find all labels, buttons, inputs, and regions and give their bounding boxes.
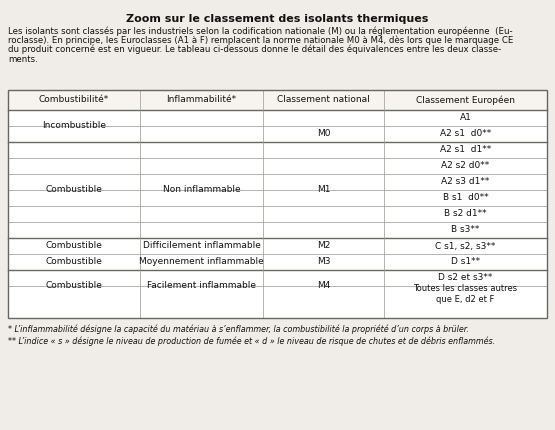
Text: Les isolants sont classés par les industriels selon la codification nationale (M: Les isolants sont classés par les indust… bbox=[8, 26, 513, 36]
Bar bbox=[8, 90, 547, 110]
Text: Inflammabilité*: Inflammabilité* bbox=[166, 95, 236, 104]
Text: Non inflammable: Non inflammable bbox=[163, 185, 240, 194]
Text: Difficilement inflammable: Difficilement inflammable bbox=[143, 242, 260, 251]
Bar bbox=[8, 90, 547, 318]
Text: B s3**: B s3** bbox=[451, 225, 480, 234]
Text: A1: A1 bbox=[460, 114, 471, 123]
Text: D s1**: D s1** bbox=[451, 258, 480, 267]
Text: ments.: ments. bbox=[8, 55, 38, 64]
Text: roclasse). En principe, les Euroclasses (A1 à F) remplacent la norme nationale M: roclasse). En principe, les Euroclasses … bbox=[8, 36, 513, 45]
Text: M1: M1 bbox=[317, 185, 330, 194]
Text: Combustibilité*: Combustibilité* bbox=[39, 95, 109, 104]
Text: Zoom sur le classement des isolants thermiques: Zoom sur le classement des isolants ther… bbox=[126, 14, 428, 24]
Text: Classement national: Classement national bbox=[277, 95, 370, 104]
Text: M4: M4 bbox=[317, 282, 330, 291]
Text: M2: M2 bbox=[317, 242, 330, 251]
Text: Combustible: Combustible bbox=[46, 185, 103, 194]
Text: M0: M0 bbox=[317, 129, 330, 138]
Text: D s2 et s3**: D s2 et s3** bbox=[438, 273, 493, 283]
Text: ** L’indice « s » désigne le niveau de production de fumée et « d » le niveau de: ** L’indice « s » désigne le niveau de p… bbox=[8, 336, 495, 345]
Text: A2 s3 d1**: A2 s3 d1** bbox=[441, 178, 490, 187]
Text: M3: M3 bbox=[317, 258, 330, 267]
Text: Incombustible: Incombustible bbox=[42, 122, 106, 130]
Text: Combustible: Combustible bbox=[46, 282, 103, 291]
Text: Combustible: Combustible bbox=[46, 258, 103, 267]
Text: C s1, s2, s3**: C s1, s2, s3** bbox=[435, 242, 496, 251]
Text: Facilement inflammable: Facilement inflammable bbox=[147, 282, 256, 291]
Text: B s2 d1**: B s2 d1** bbox=[444, 209, 487, 218]
Text: Toutes les classes autres
que E, d2 et F: Toutes les classes autres que E, d2 et F bbox=[413, 284, 518, 304]
Text: Moyennement inflammable: Moyennement inflammable bbox=[139, 258, 264, 267]
Text: du produit concerné est en vigueur. Le tableau ci-dessous donne le détail des éq: du produit concerné est en vigueur. Le t… bbox=[8, 45, 501, 55]
Text: Combustible: Combustible bbox=[46, 242, 103, 251]
Text: Classement Européen: Classement Européen bbox=[416, 95, 515, 105]
Text: * L’inflammabilité désigne la capacité du matériau à s’enflammer, la combustibil: * L’inflammabilité désigne la capacité d… bbox=[8, 325, 469, 335]
Text: A2 s2 d0**: A2 s2 d0** bbox=[441, 162, 490, 171]
Text: B s1  d0**: B s1 d0** bbox=[443, 194, 488, 203]
Bar bbox=[8, 90, 547, 318]
Text: A2 s1  d0**: A2 s1 d0** bbox=[440, 129, 491, 138]
Text: A2 s1  d1**: A2 s1 d1** bbox=[440, 145, 491, 154]
